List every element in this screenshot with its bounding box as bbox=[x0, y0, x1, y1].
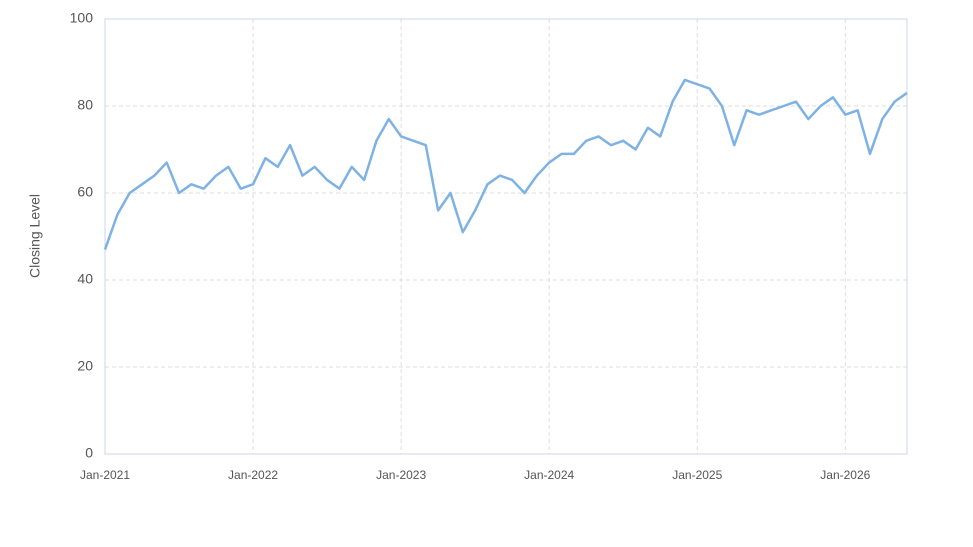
y-tick-label: 60 bbox=[77, 184, 93, 200]
y-tick-label: 80 bbox=[77, 97, 93, 113]
y-axis-label: Closing Level bbox=[27, 194, 43, 278]
x-tick-label: Jan-2024 bbox=[524, 468, 574, 482]
x-tick-label: Jan-2022 bbox=[228, 468, 278, 482]
x-tick-label: Jan-2021 bbox=[80, 468, 130, 482]
line-series bbox=[103, 78, 908, 250]
y-tick-label: 0 bbox=[85, 445, 93, 461]
y-tick-label: 100 bbox=[70, 10, 94, 26]
y-tick-label: 20 bbox=[77, 358, 93, 374]
x-tick-label: Jan-2026 bbox=[820, 468, 870, 482]
x-tick-label: Jan-2023 bbox=[376, 468, 426, 482]
plot-frame bbox=[104, 18, 908, 455]
y-tick-label: 40 bbox=[77, 271, 93, 287]
x-tick-label: Jan-2025 bbox=[672, 468, 722, 482]
